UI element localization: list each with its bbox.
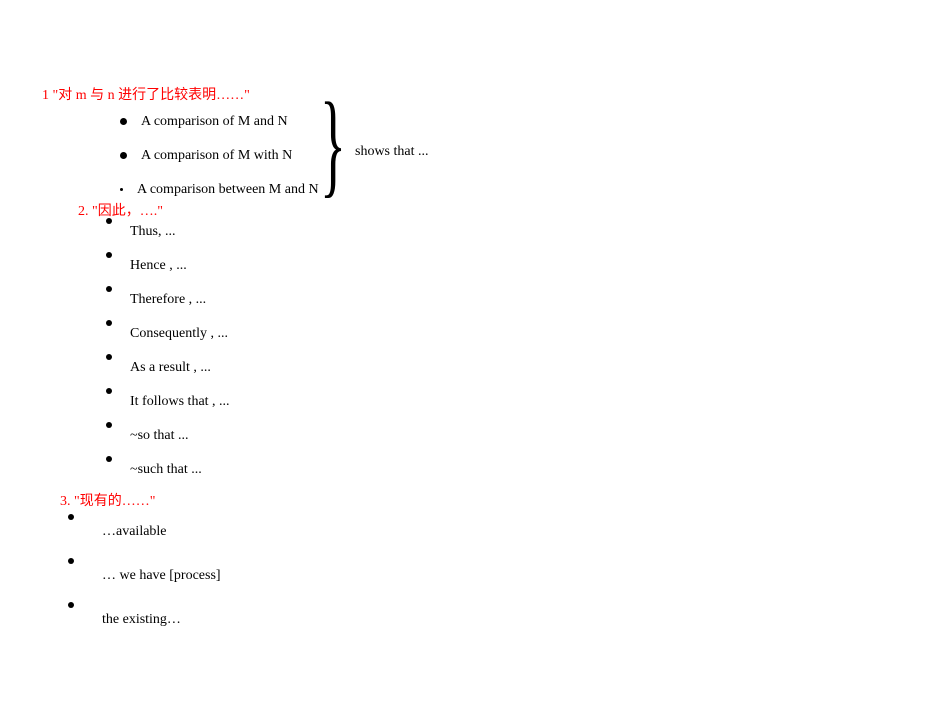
list-item: It follows that , ... <box>130 394 230 410</box>
heading-2: 2. "因此，…." <box>78 200 163 220</box>
h1-item-1-text: A comparison of M with N <box>141 148 292 163</box>
list-item: Therefore , ... <box>130 292 206 308</box>
h1-item-2: A comparison between M and N <box>120 182 319 198</box>
bullet-dot-icon <box>106 388 112 394</box>
list-item: As a result , ... <box>130 360 211 376</box>
bullet-dot-icon <box>106 320 112 326</box>
heading-3: 3. "现有的……" <box>60 490 155 510</box>
h1-item-1: A comparison of M with N <box>120 148 292 164</box>
brace-label: shows that ... <box>355 144 429 160</box>
bullet-dot-icon <box>68 514 74 520</box>
h1-item-0-text: A comparison of M and N <box>141 114 288 129</box>
heading-1: 1 "对 m 与 n 进行了比较表明……" <box>42 84 250 104</box>
brace-icon: } <box>320 87 346 204</box>
bullet-dot-icon <box>106 354 112 360</box>
list-item: Hence , ... <box>130 258 187 274</box>
list-item: … we have [process] <box>102 568 221 584</box>
list-item: Consequently , ... <box>130 326 228 342</box>
document-page: 1 "对 m 与 n 进行了比较表明……" A comparison of M … <box>0 0 945 709</box>
bullet-dot-icon <box>106 422 112 428</box>
list-item: ~such that ... <box>130 462 202 478</box>
bullet-small-icon <box>120 188 123 191</box>
bullet-dot-icon <box>120 118 127 125</box>
right-column: the current… 4. 所产生的电流…… The resultant c… <box>473 0 945 709</box>
left-column: 1 "对 m 与 n 进行了比较表明……" A comparison of M … <box>0 0 473 709</box>
bullet-dot-icon <box>68 558 74 564</box>
bullet-dot-icon <box>106 252 112 258</box>
bullet-dot-icon <box>120 152 127 159</box>
list-item: …available <box>102 524 167 540</box>
h1-item-0: A comparison of M and N <box>120 114 288 130</box>
bullet-dot-icon <box>106 456 112 462</box>
bullet-dot-icon <box>68 602 74 608</box>
list-item: Thus, ... <box>130 224 176 240</box>
bullet-dot-icon <box>106 218 112 224</box>
h1-item-2-text: A comparison between M and N <box>137 182 319 197</box>
list-item: ~so that ... <box>130 428 189 444</box>
bullet-dot-icon <box>106 286 112 292</box>
list-item: the existing… <box>102 612 181 628</box>
